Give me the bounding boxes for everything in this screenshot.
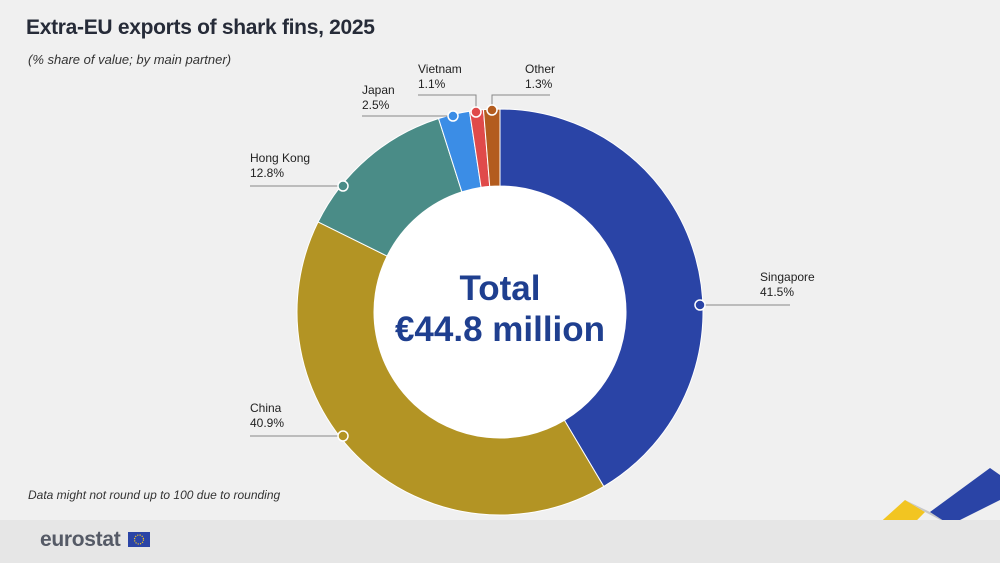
- footnote: Data might not round up to 100 due to ro…: [28, 488, 281, 502]
- center-label-amount: €44.8 million: [395, 310, 605, 349]
- label-name-vietnam: Vietnam: [418, 62, 462, 76]
- leader-dot-hong-kong: [337, 180, 349, 192]
- footer-bar: eurostat: [0, 520, 1000, 563]
- center-label-total: Total: [459, 269, 540, 308]
- slices-group: [296, 108, 704, 516]
- label-value-vietnam: 1.1%: [418, 77, 446, 91]
- label-value-singapore: 41.5%: [760, 285, 794, 299]
- decorative-ribbon: [882, 468, 1000, 520]
- donut-hole: [374, 186, 626, 438]
- leader-dot-singapore: [694, 299, 706, 311]
- label-name-japan: Japan: [362, 83, 395, 97]
- leader-line-vietnam: [418, 94, 477, 112]
- chart-subtitle: (% share of value; by main partner): [28, 52, 232, 67]
- label-name-hong-kong: Hong Kong: [250, 151, 310, 165]
- eu-flag-icon: [128, 532, 150, 547]
- eurostat-logo: eurostat: [40, 528, 121, 551]
- leader-line-other: [491, 94, 550, 110]
- leader-dot-japan: [447, 110, 459, 122]
- label-value-other: 1.3%: [525, 77, 553, 91]
- leader-dot-vietnam: [470, 106, 482, 118]
- leader-dot-other: [486, 104, 498, 116]
- chart-title: Extra-EU exports of shark fins, 2025: [26, 16, 375, 39]
- label-name-other: Other: [525, 62, 555, 76]
- label-value-japan: 2.5%: [362, 98, 390, 112]
- label-name-singapore: Singapore: [760, 270, 815, 284]
- label-name-china: China: [250, 401, 282, 415]
- label-value-hong-kong: 12.8%: [250, 166, 284, 180]
- label-value-china: 40.9%: [250, 416, 284, 430]
- leader-dot-china: [337, 430, 349, 442]
